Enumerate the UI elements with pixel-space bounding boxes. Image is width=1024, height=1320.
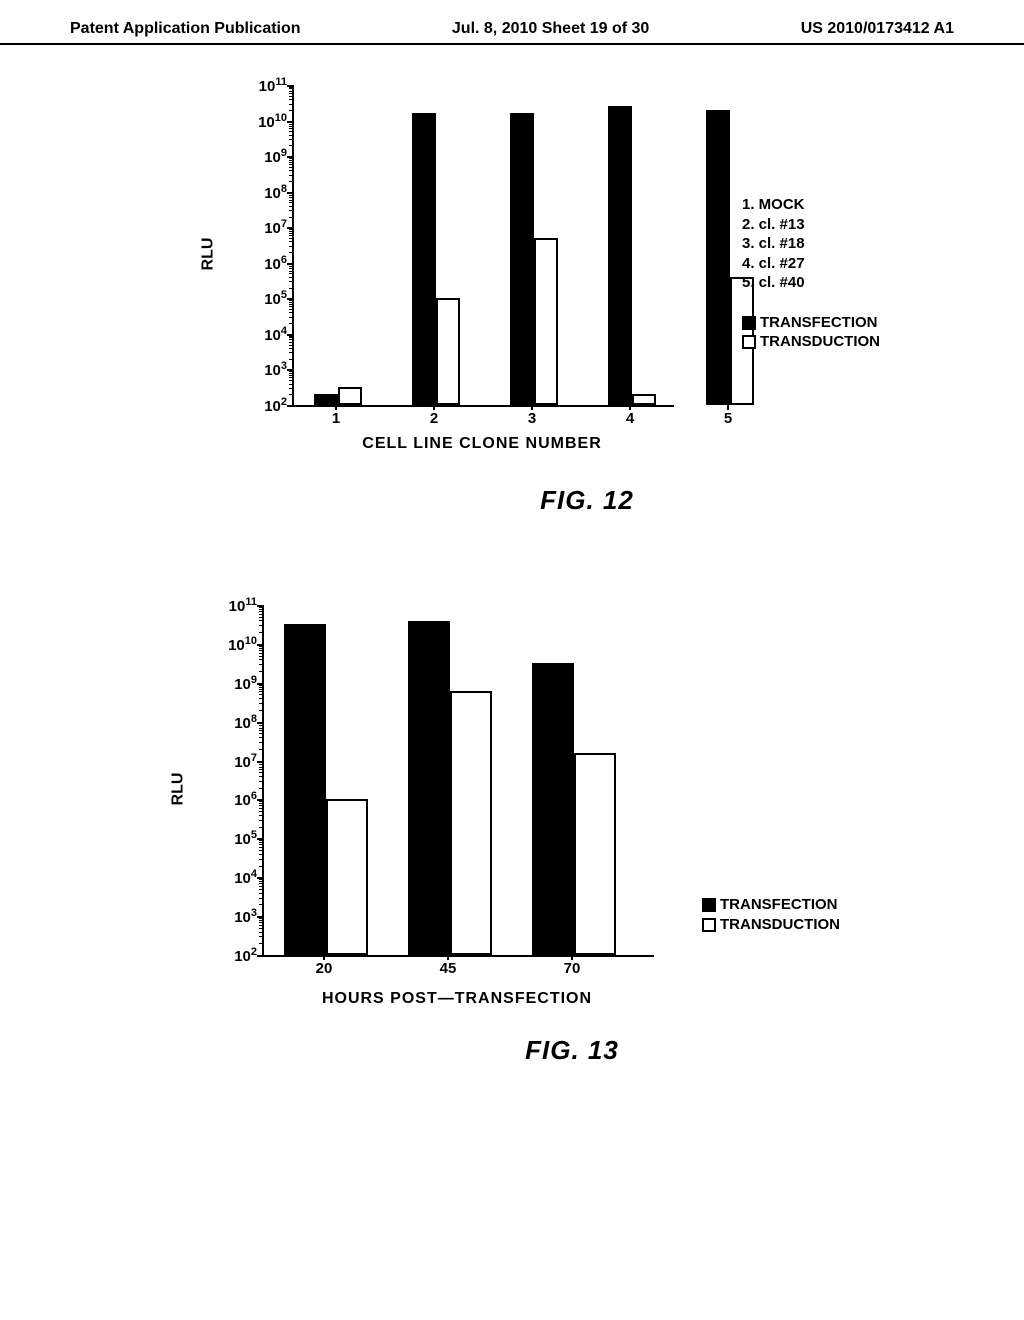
y-tick-label: 1011 [62,76,287,95]
y-tick-label: 102 [62,946,257,965]
legend-category-line: 4. cl. #27 [742,254,880,274]
bar [338,387,362,405]
header-center: Jul. 8, 2010 Sheet 19 of 30 [452,20,649,38]
bar [436,298,460,405]
x-tick-label: 3 [528,410,536,427]
x-tick-label: 1 [332,410,340,427]
fig12-legend: 1. MOCK2. cl. #133. cl. #184. cl. #275. … [742,195,880,352]
bar [412,113,436,405]
bar [532,663,574,955]
bar [706,110,730,405]
bar [326,799,368,955]
x-tick-label: 45 [440,960,457,977]
y-tick-label: 106 [62,790,257,809]
fig12-legend-series: TRANSFECTION TRANSDUCTION [742,313,880,352]
y-tick-label: 1010 [62,112,287,131]
bar [408,621,450,955]
swatch-hollow-icon [702,918,716,932]
legend-entry-transduction: TRANSDUCTION [702,915,840,935]
y-tick-label: 106 [62,254,287,273]
y-tick-label: 103 [62,360,287,379]
x-tick-label: 70 [564,960,581,977]
header-right: US 2010/0173412 A1 [801,20,954,38]
y-tick-label: 108 [62,183,287,202]
fig13-plot-area [262,605,654,957]
bar [534,238,558,405]
legend-entry-transfection: TRANSFECTION [742,313,880,333]
figure-12-container: RLU 10210310410510610710810910101011 123… [62,85,962,545]
swatch-filled-icon [702,898,716,912]
y-tick-label: 105 [62,289,287,308]
y-tick-label: 1010 [62,635,257,654]
fig12-label: FIG. 12 [212,485,962,516]
legend-category-line: 5. cl. #40 [742,273,880,293]
x-tick-label: 4 [626,410,634,427]
y-tick-label: 1011 [62,596,257,615]
y-tick-label: 107 [62,752,257,771]
fig13-legend: TRANSFECTION TRANSDUCTION [702,895,840,934]
y-tick-label: 102 [62,396,287,415]
fig13-label: FIG. 13 [182,1035,962,1066]
bar [632,394,656,405]
fig13-legend-series: TRANSFECTION TRANSDUCTION [702,895,840,934]
fig13-x-axis-title: HOURS POST—TRANSFECTION [322,990,592,1008]
x-tick-label: 20 [316,960,333,977]
legend-entry-transfection: TRANSFECTION [702,895,840,915]
legend-category-line: 3. cl. #18 [742,234,880,254]
fig12-plot-area [292,85,674,407]
legend-category-line: 2. cl. #13 [742,215,880,235]
bar [450,691,492,955]
y-tick-label: 109 [62,147,287,166]
bar [284,624,326,955]
x-tick-label: 5 [724,410,732,427]
fig12-chart: RLU 10210310410510610710810910101011 123… [62,85,962,465]
y-tick-label: 104 [62,325,287,344]
fig13-chart: RLU 10210310410510610710810910101011 204… [62,605,962,1025]
figure-13-container: RLU 10210310410510610710810910101011 204… [62,605,962,1085]
y-tick-label: 108 [62,713,257,732]
y-tick-label: 104 [62,868,257,887]
swatch-filled-icon [742,316,756,330]
page-header: Patent Application Publication Jul. 8, 2… [0,0,1024,45]
bar [608,106,632,405]
legend-category-line: 1. MOCK [742,195,880,215]
y-tick-label: 103 [62,907,257,926]
x-tick-label: 2 [430,410,438,427]
bar [510,113,534,405]
y-tick-label: 107 [62,218,287,237]
swatch-hollow-icon [742,335,756,349]
fig12-x-axis-title: CELL LINE CLONE NUMBER [362,435,601,453]
y-tick-label: 109 [62,674,257,693]
y-tick-label: 105 [62,829,257,848]
header-left: Patent Application Publication [70,20,301,38]
bar [574,753,616,955]
bar [314,394,338,405]
legend-entry-transduction: TRANSDUCTION [742,332,880,352]
